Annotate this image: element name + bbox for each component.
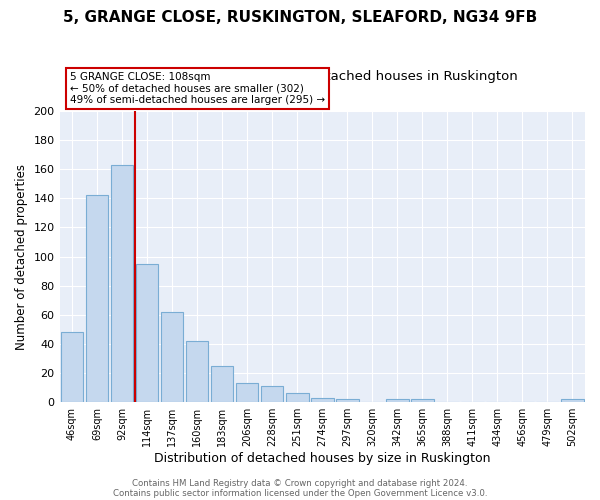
X-axis label: Distribution of detached houses by size in Ruskington: Distribution of detached houses by size … <box>154 452 491 465</box>
Bar <box>86 196 109 402</box>
Bar <box>386 400 409 402</box>
Bar <box>186 341 208 402</box>
Bar <box>336 400 359 402</box>
Title: Size of property relative to detached houses in Ruskington: Size of property relative to detached ho… <box>127 70 518 84</box>
Bar <box>161 312 184 402</box>
Bar <box>136 264 158 402</box>
Bar <box>211 366 233 402</box>
Bar <box>286 394 308 402</box>
Bar <box>111 165 133 402</box>
Bar <box>311 398 334 402</box>
Y-axis label: Number of detached properties: Number of detached properties <box>15 164 28 350</box>
Text: Contains public sector information licensed under the Open Government Licence v3: Contains public sector information licen… <box>113 488 487 498</box>
Bar <box>61 332 83 402</box>
Bar <box>236 384 259 402</box>
Text: 5 GRANGE CLOSE: 108sqm
← 50% of detached houses are smaller (302)
49% of semi-de: 5 GRANGE CLOSE: 108sqm ← 50% of detached… <box>70 72 325 105</box>
Text: Contains HM Land Registry data © Crown copyright and database right 2024.: Contains HM Land Registry data © Crown c… <box>132 478 468 488</box>
Text: 5, GRANGE CLOSE, RUSKINGTON, SLEAFORD, NG34 9FB: 5, GRANGE CLOSE, RUSKINGTON, SLEAFORD, N… <box>63 10 537 25</box>
Bar <box>261 386 283 402</box>
Bar <box>411 400 434 402</box>
Bar <box>561 400 584 402</box>
